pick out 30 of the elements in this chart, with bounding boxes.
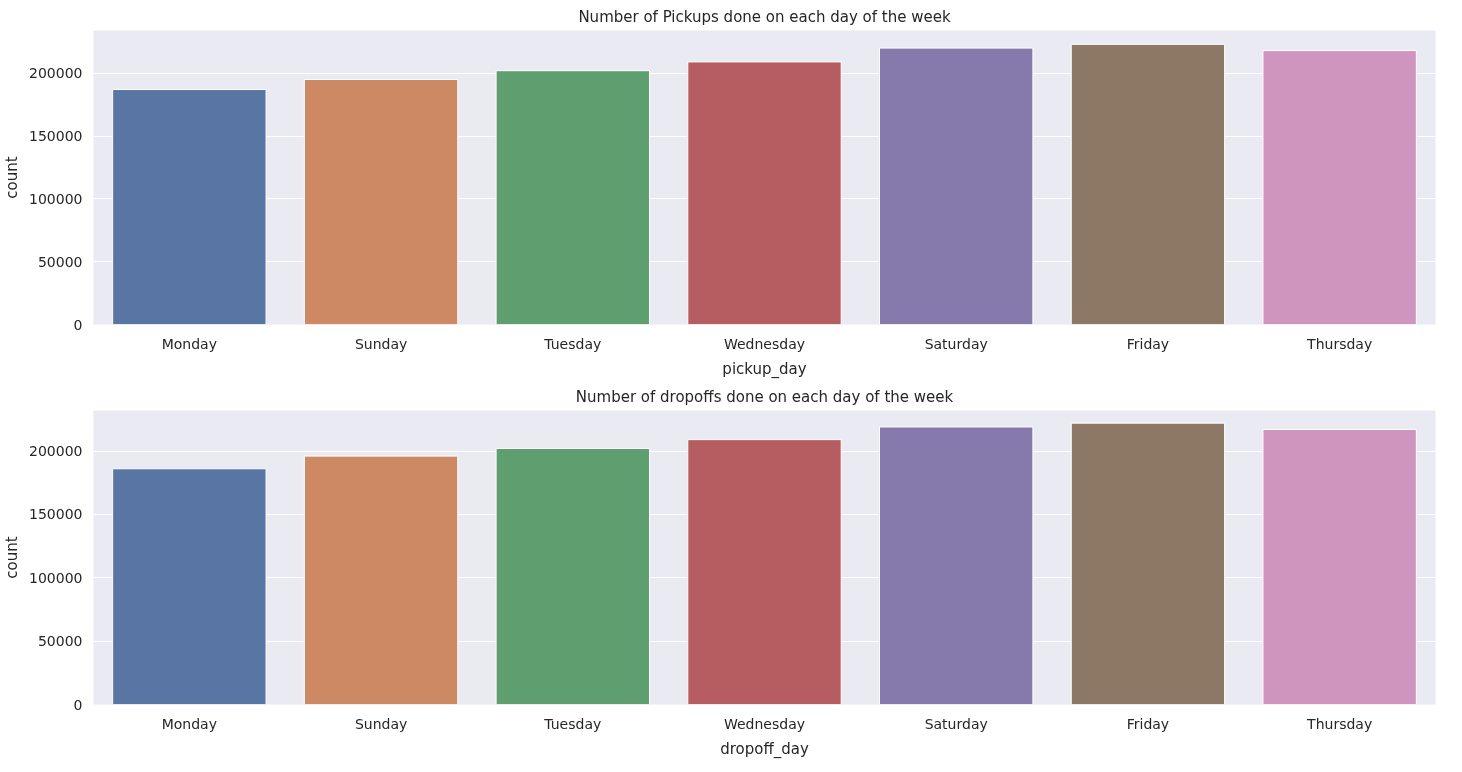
y-tick-label: 100000 [29, 190, 83, 207]
y-tick-label: 150000 [29, 506, 83, 523]
x-tick-label: Thursday [1306, 335, 1373, 352]
y-axis-title: count [3, 156, 22, 199]
x-tick-label: Wednesday [723, 715, 806, 732]
x-tick-label: Wednesday [723, 335, 806, 352]
x-tick-label: Friday [1126, 335, 1170, 352]
x-tick-label: Monday [161, 715, 217, 732]
y-tick-label: 200000 [29, 65, 83, 82]
y-tick-label: 200000 [29, 443, 83, 460]
chart-title: Number of Pickups done on each day of the week [578, 7, 951, 26]
x-tick-label: Sunday [354, 335, 408, 352]
x-axis-title: dropoff_day [720, 739, 809, 759]
chart-title: Number of dropoffs done on each day of the week [575, 387, 954, 406]
x-tick-label: Sunday [354, 715, 408, 732]
y-tick-label: 150000 [29, 128, 83, 145]
x-tick-label: Tuesday [543, 335, 602, 352]
y-axis-title: count [3, 536, 22, 579]
x-tick-label: Saturday [924, 715, 988, 732]
y-tick-label: 100000 [29, 569, 83, 586]
y-tick-label: 50000 [37, 633, 83, 650]
y-tick-label: 50000 [37, 253, 83, 270]
x-tick-label: Friday [1126, 715, 1170, 732]
x-tick-label: Monday [161, 335, 217, 352]
x-tick-label: Tuesday [543, 715, 602, 732]
x-tick-label: Saturday [924, 335, 988, 352]
y-tick-label: 0 [73, 316, 83, 333]
x-axis-title: pickup_day [722, 359, 807, 379]
y-tick-label: 0 [73, 696, 83, 713]
x-tick-label: Thursday [1306, 715, 1373, 732]
